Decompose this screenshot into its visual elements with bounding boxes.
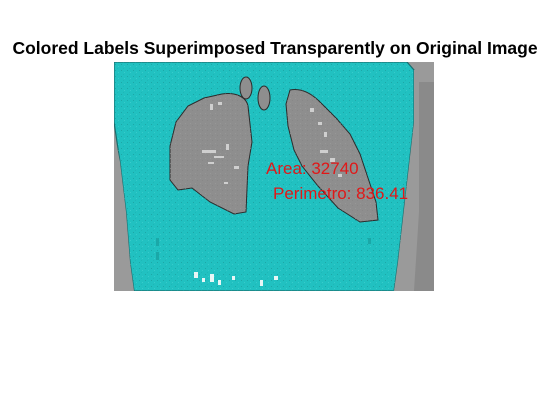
trachea-right <box>257 85 271 111</box>
left-background-strip <box>114 132 134 291</box>
labeled-ct-image <box>114 62 434 291</box>
trachea-left <box>239 76 253 100</box>
perimeter-annotation: Perimetro: 836.41 <box>273 184 409 203</box>
abdomen-detail <box>194 272 278 286</box>
vessel-details <box>202 102 342 184</box>
left-lung-texture <box>170 93 252 214</box>
right-outer-dark <box>414 82 434 291</box>
edge-streaks <box>156 238 371 260</box>
figure-title: Colored Labels Superimposed Transparentl… <box>12 38 538 58</box>
right-lung-texture <box>286 89 378 222</box>
area-annotation: Area: 32740 <box>266 159 359 178</box>
overlay-image-svg <box>114 62 434 291</box>
